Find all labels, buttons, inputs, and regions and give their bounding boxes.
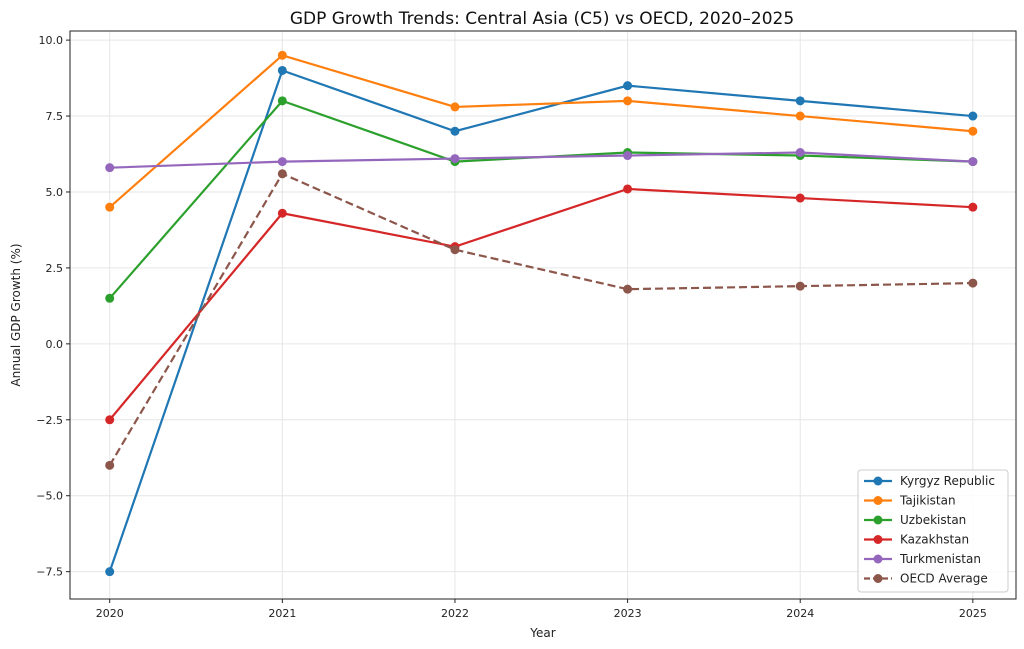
x-tick-label: 2021 (268, 607, 296, 620)
plot-frame (69, 30, 1017, 600)
y-tick-label: 10.0 (39, 34, 64, 47)
data-point (105, 460, 115, 470)
data-point (795, 96, 805, 106)
x-axis: 2020 2021 2022 2023 2024 2025 (96, 599, 987, 620)
data-point (105, 293, 115, 303)
legend-box (857, 469, 1009, 593)
series-oecd-average (105, 169, 978, 470)
series-line (108, 187, 973, 421)
legend-label: Tajikistan (899, 494, 956, 508)
legend-entry: Tajikistan (864, 494, 956, 508)
y-tick-label: −2.5 (36, 414, 63, 427)
data-point (277, 65, 287, 75)
y-tick-label: 7.5 (46, 110, 64, 123)
data-point (623, 151, 633, 161)
data-point (277, 50, 287, 60)
x-tick-label: 2020 (96, 607, 124, 620)
y-axis-label: Annual GDP Growth (%) (9, 243, 23, 386)
data-point (623, 81, 633, 91)
legend-entry: Uzbekistan (864, 513, 966, 527)
legend-entry: Turkmenistan (864, 552, 981, 566)
y-tick-label: −7.5 (36, 566, 63, 579)
data-point (277, 96, 287, 106)
legend-label: Uzbekistan (900, 513, 966, 527)
legend-entry: OECD Average (864, 572, 988, 586)
data-point (968, 126, 978, 136)
y-tick-label: 5.0 (46, 186, 64, 199)
data-point (450, 102, 460, 112)
legend-entry: Kyrgyz Republic (864, 474, 995, 488)
legend-marker (873, 515, 883, 525)
data-point (450, 245, 460, 255)
x-tick-label: 2023 (614, 607, 642, 620)
data-point (968, 278, 978, 288)
data-point (795, 281, 805, 291)
legend-marker (873, 496, 883, 505)
legend-entry: Kazakhstan (864, 533, 969, 547)
y-tick-label: 2.5 (46, 262, 64, 275)
legend-label: Turkmenistan (899, 552, 981, 566)
data-point (277, 157, 287, 167)
legend-label: Kazakhstan (900, 533, 969, 547)
data-point (623, 96, 633, 106)
series-line (108, 54, 973, 208)
y-axis: −7.5 −5.0 −2.5 0.0 2.5 5.0 7.5 10.0 (36, 34, 70, 579)
data-point (105, 163, 115, 173)
data-point (105, 415, 115, 425)
series-line (109, 151, 973, 169)
series-kazakhstan (105, 184, 978, 425)
series-group (105, 50, 978, 577)
x-axis-label: Year (529, 626, 555, 640)
data-point (623, 184, 633, 194)
legend-marker (873, 535, 883, 544)
legend-label: Kyrgyz Republic (900, 474, 995, 488)
data-point (795, 111, 805, 121)
legend: Kyrgyz Republic Tajikistan Uzbekistan Kazak… (857, 469, 1009, 593)
data-point (277, 169, 287, 179)
data-point (795, 193, 805, 203)
data-point (277, 208, 287, 218)
data-point (623, 284, 633, 294)
data-point (795, 147, 805, 157)
data-point (450, 126, 460, 136)
data-point (968, 111, 978, 121)
data-point (105, 567, 115, 577)
series-line (108, 172, 973, 466)
series-kyrgyz-republic (105, 65, 978, 577)
x-tick-label: 2024 (786, 607, 814, 620)
y-tick-label: 0.0 (46, 338, 64, 351)
legend-marker (873, 554, 883, 564)
data-point (450, 154, 460, 164)
legend-marker (873, 476, 883, 486)
data-point (968, 157, 978, 167)
chart-title: GDP Growth Trends: Central Asia (C5) vs … (290, 9, 794, 29)
data-point (968, 202, 978, 212)
series-line (108, 69, 973, 573)
legend-marker (873, 574, 883, 583)
y-tick-label: −5.0 (36, 490, 63, 503)
series-turkmenistan (105, 147, 978, 173)
series-tajikistan (105, 50, 978, 212)
legend-label: OECD Average (900, 572, 988, 586)
x-tick-label: 2022 (441, 607, 469, 620)
data-point (105, 202, 115, 212)
x-tick-label: 2025 (959, 607, 987, 620)
